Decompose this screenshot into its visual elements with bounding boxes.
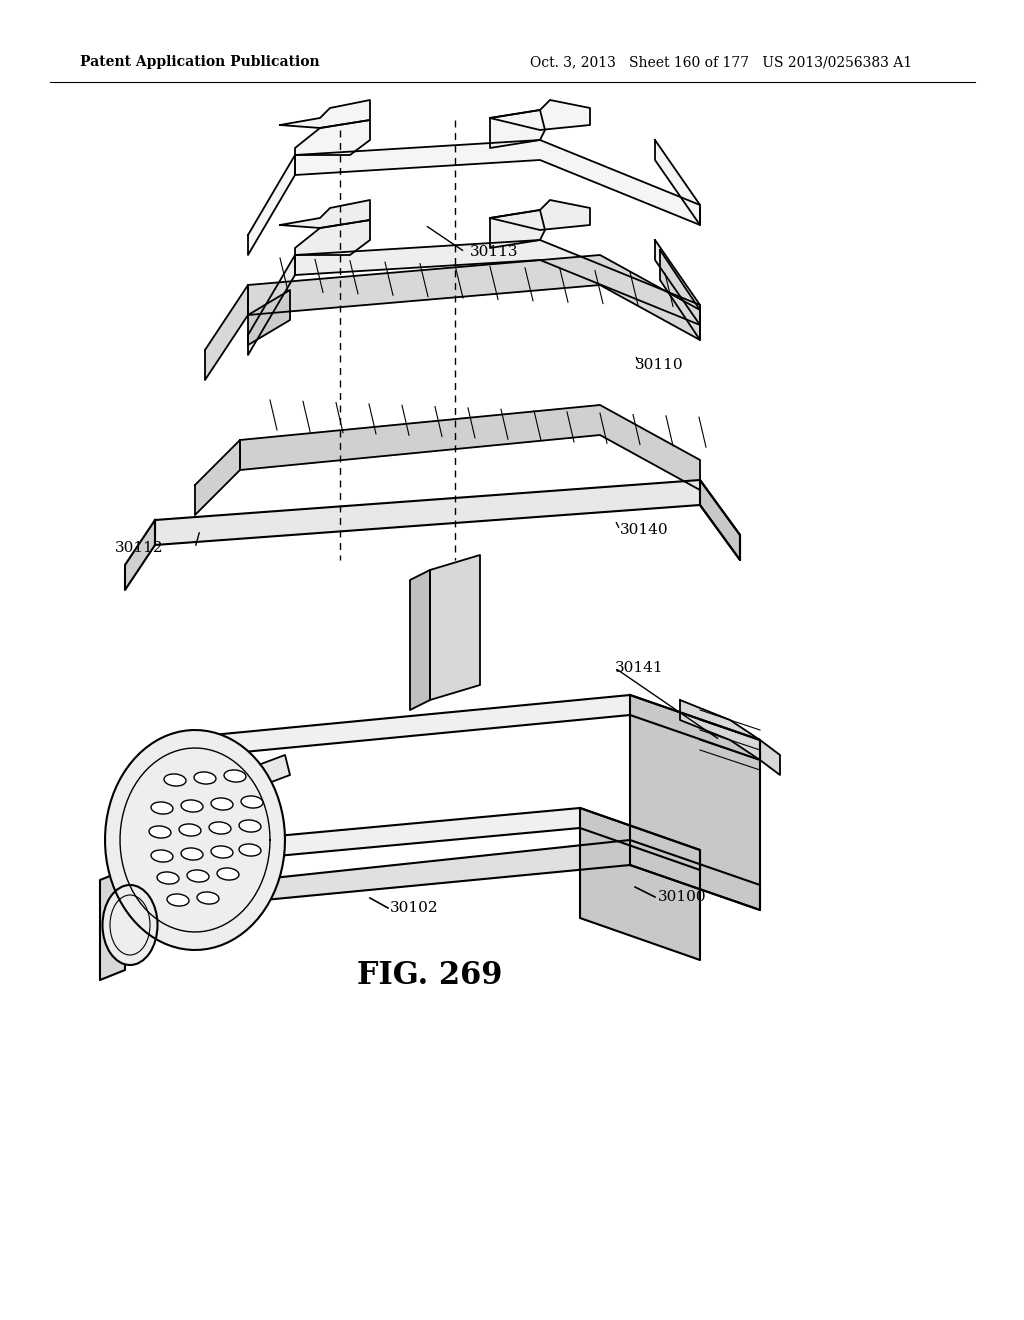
Ellipse shape [239,820,261,832]
Text: 30140: 30140 [620,523,669,537]
Polygon shape [655,240,700,325]
Polygon shape [410,570,430,710]
Text: FIG. 269: FIG. 269 [357,960,503,990]
Ellipse shape [211,846,233,858]
Polygon shape [295,240,700,325]
Text: Patent Application Publication: Patent Application Publication [80,55,319,69]
Polygon shape [280,100,370,128]
Ellipse shape [217,869,239,880]
Polygon shape [248,255,700,341]
Ellipse shape [239,843,261,857]
Polygon shape [130,760,160,920]
Polygon shape [660,249,700,341]
Ellipse shape [167,894,189,906]
Ellipse shape [151,803,173,814]
Polygon shape [155,480,740,560]
Polygon shape [160,840,760,909]
Text: 30102: 30102 [390,902,438,915]
Polygon shape [655,140,700,224]
Polygon shape [125,520,155,590]
Ellipse shape [187,870,209,882]
Ellipse shape [194,772,216,784]
Polygon shape [205,285,248,380]
Ellipse shape [164,774,186,785]
Ellipse shape [102,884,158,965]
Polygon shape [240,405,700,490]
Polygon shape [100,870,125,979]
Polygon shape [490,201,590,230]
Polygon shape [295,140,700,224]
Polygon shape [245,755,290,789]
Polygon shape [105,730,285,950]
Text: Oct. 3, 2013   Sheet 160 of 177   US 2013/0256383 A1: Oct. 3, 2013 Sheet 160 of 177 US 2013/02… [530,55,912,69]
Polygon shape [700,480,740,560]
Ellipse shape [211,799,233,810]
Polygon shape [490,100,590,129]
Polygon shape [280,201,370,228]
Polygon shape [195,440,240,515]
Ellipse shape [181,800,203,812]
Ellipse shape [150,826,171,838]
Polygon shape [125,808,700,870]
Polygon shape [490,210,545,248]
Polygon shape [680,700,780,775]
Polygon shape [248,255,295,355]
Polygon shape [295,220,370,255]
Ellipse shape [197,892,219,904]
Text: 30110: 30110 [635,358,684,372]
Polygon shape [490,110,545,148]
Ellipse shape [179,824,201,836]
Text: 30113: 30113 [470,246,518,259]
Ellipse shape [151,850,173,862]
Ellipse shape [224,770,246,781]
Polygon shape [580,808,700,960]
Polygon shape [430,554,480,700]
Polygon shape [248,290,290,345]
Polygon shape [295,120,370,154]
Ellipse shape [157,873,179,884]
Polygon shape [630,696,760,909]
Polygon shape [160,696,760,760]
Text: 30141: 30141 [615,661,664,675]
Ellipse shape [209,822,231,834]
Ellipse shape [241,796,263,808]
Polygon shape [248,154,295,255]
Ellipse shape [181,847,203,861]
Text: 30112: 30112 [115,541,164,554]
Text: 30100: 30100 [658,890,707,904]
